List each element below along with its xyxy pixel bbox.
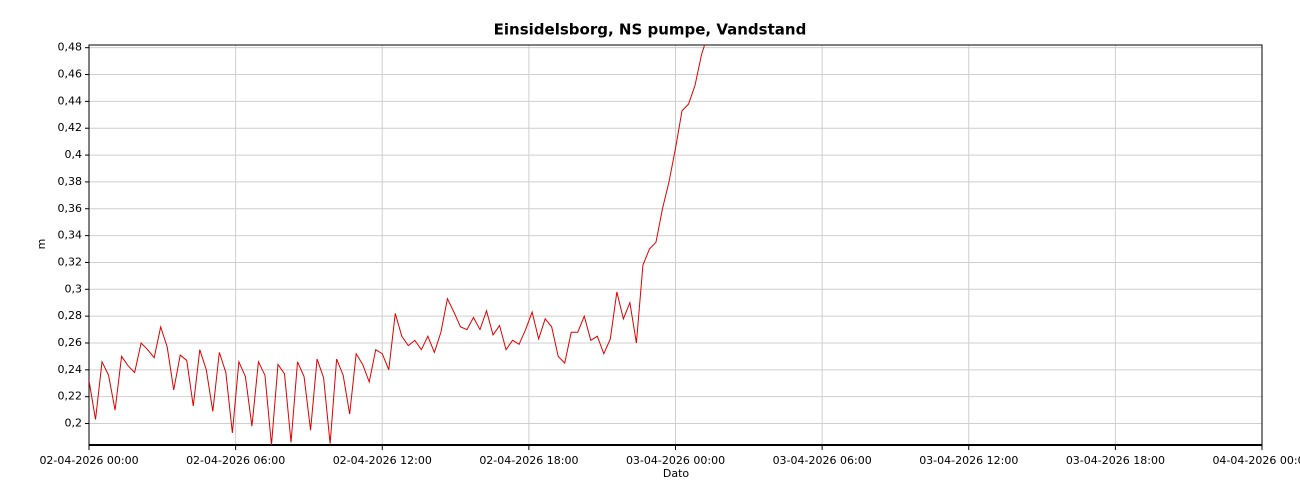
- y-tick-label: 0,38: [58, 175, 83, 188]
- y-tick-label: 0,44: [58, 94, 83, 107]
- y-tick-label: 0,26: [58, 336, 83, 349]
- x-tick-label: 04-04-2026 00:00: [1212, 454, 1300, 467]
- y-tick-label: 0,48: [58, 41, 83, 54]
- x-tick-label: 03-04-2026 12:00: [919, 454, 1018, 467]
- y-axis-label: m: [35, 239, 48, 250]
- y-tick-label: 0,3: [65, 282, 83, 295]
- x-axis-label: Dato: [663, 467, 690, 480]
- y-tick-label: 0,4: [65, 148, 83, 161]
- y-tick-label: 0,22: [58, 390, 83, 403]
- y-tick-label: 0,32: [58, 255, 83, 268]
- data-line: [89, 45, 706, 445]
- chart-title: Einsidelsborg, NS pumpe, Vandstand: [494, 21, 807, 39]
- y-tick-label: 0,28: [58, 309, 83, 322]
- x-tick-label: 03-04-2026 06:00: [773, 454, 872, 467]
- x-tick-label: 03-04-2026 00:00: [626, 454, 725, 467]
- x-tick-label: 02-04-2026 06:00: [186, 454, 285, 467]
- y-tick-label: 0,34: [58, 229, 83, 242]
- y-tick-label: 0,2: [65, 417, 83, 430]
- y-tick-label: 0,46: [58, 68, 83, 81]
- x-tick-label: 02-04-2026 12:00: [333, 454, 432, 467]
- y-tick-label: 0,36: [58, 202, 83, 215]
- plot-area: [89, 45, 706, 445]
- x-tick-label: 02-04-2026 00:00: [39, 454, 138, 467]
- x-tick-label: 03-04-2026 18:00: [1066, 454, 1165, 467]
- x-tick-label: 02-04-2026 18:00: [479, 454, 578, 467]
- y-tick-label: 0,42: [58, 121, 83, 134]
- y-tick-label: 0,24: [58, 363, 83, 376]
